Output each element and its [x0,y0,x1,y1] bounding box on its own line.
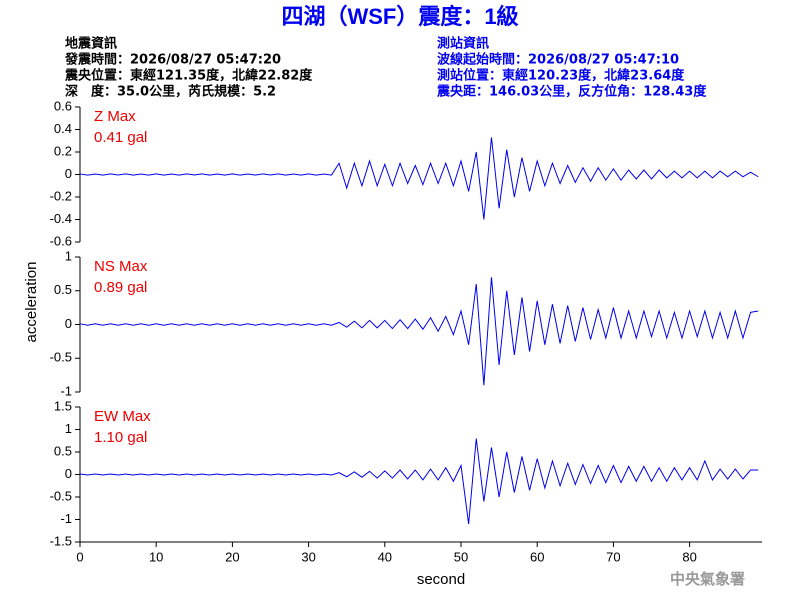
footer: 中央氣象署 [670,570,745,588]
y-tick-label: 1 [65,421,72,436]
info-text: 地震資訊 [65,36,117,52]
y-tick-label: 1 [65,248,72,263]
panel-title: Z Max [94,108,136,125]
panel-annotation: 1.10 gal [94,429,147,446]
y-tick-label: -1 [60,383,72,398]
x-tick-label: 20 [225,549,239,564]
x-tick-label: 10 [149,549,163,564]
waveform [79,137,759,220]
x-tick-label: 0 [76,549,83,564]
station-text: 測站位置：東經120.23度，北緯23.64度 [437,68,685,84]
y-tick-label: -1.5 [50,533,72,548]
y-tick-label: -0.2 [50,188,72,203]
y-tick-label: -0.6 [50,233,72,248]
y-tick-label: 0.6 [54,98,72,113]
x-tick-label: 50 [454,549,468,564]
x-axis-label: second [417,571,465,588]
y-tick-label: -0.4 [50,211,72,226]
waveform [79,277,759,386]
y-tick-label: 0 [65,316,72,331]
y-tick-label: 0 [65,466,72,481]
station-text: 震央距：146.03公里，反方位角：128.43度 [436,84,707,100]
panel-annotation: 0.89 gal [94,279,147,296]
y-tick-label: -1 [60,511,72,526]
info-text: 深 度：35.0公里，芮氏規模：5.2 [65,84,276,100]
panel-title: EW Max [94,408,151,425]
panel-annotation: 0.41 gal [94,129,147,146]
station-text: 測站資訊 [437,36,489,52]
y-tick-label: 0.5 [54,443,72,458]
info-text: 震央位置：東經121.35度，北緯22.82度 [64,68,313,84]
x-tick-label: 80 [682,549,696,564]
y-tick-label: 0 [65,166,72,181]
x-tick-label: 60 [530,549,544,564]
y-axis-label: acceleration [23,262,40,343]
y-tick-label: 1.5 [54,398,72,413]
y-tick-label: 0.4 [54,121,72,136]
page-title: 四湖（WSF）震度：1級 [281,4,518,29]
y-tick-label: 0.5 [54,282,72,297]
info-text: 發震時間：2026/08/27 05:47:20 [64,52,281,68]
panel-title: NS Max [94,258,148,275]
x-tick-label: 70 [606,549,620,564]
y-tick-label: -0.5 [50,488,72,503]
x-tick-label: 40 [378,549,392,564]
station-text: 波線起始時間：2026/08/27 05:47:10 [437,52,679,68]
x-tick-label: 30 [301,549,315,564]
y-tick-label: 0.2 [54,143,72,158]
waveform [79,438,759,525]
y-tick-label: -0.5 [50,350,72,365]
